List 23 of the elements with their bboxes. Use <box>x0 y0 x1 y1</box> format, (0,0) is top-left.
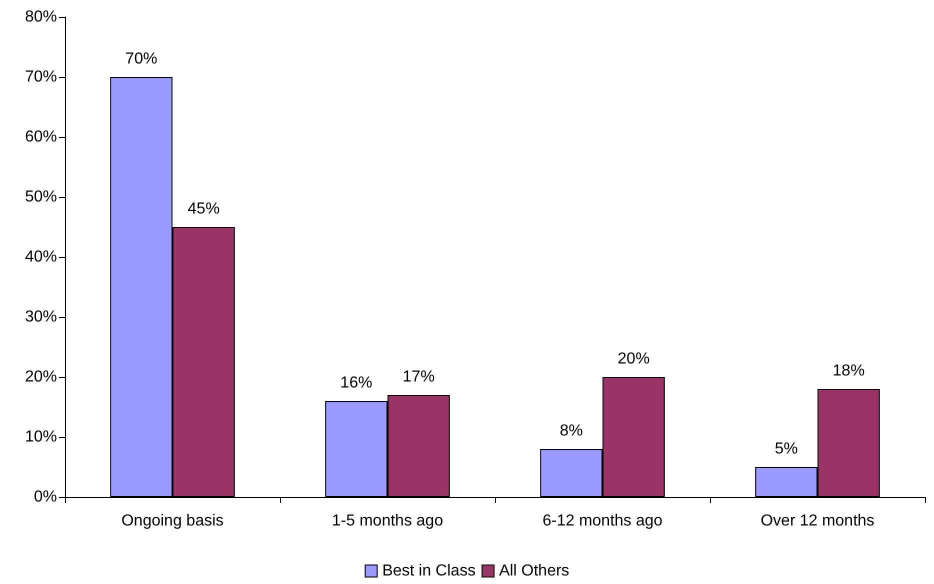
y-tick-label: 30% <box>24 308 57 326</box>
y-tick-label: 60% <box>24 128 57 146</box>
y-tick-label: 80% <box>24 8 57 26</box>
y-tick-label: 50% <box>24 188 57 206</box>
legend-label: All Others <box>499 562 570 580</box>
y-tick-label: 20% <box>24 368 57 386</box>
data-label: 17% <box>402 368 435 386</box>
y-tick-label: 40% <box>24 248 57 266</box>
data-label: 70% <box>125 50 158 68</box>
x-tick-label: Over 12 months <box>760 512 874 530</box>
legend-label: Best in Class <box>382 562 476 580</box>
y-tick-label: 0% <box>34 488 57 506</box>
x-tick-label: Ongoing basis <box>121 512 224 530</box>
x-tick-label: 1-5 months ago <box>332 512 444 530</box>
data-label: 45% <box>188 200 220 218</box>
y-tick-label: 10% <box>24 428 57 446</box>
data-label: 8% <box>560 422 583 440</box>
y-tick-label: 70% <box>24 68 57 86</box>
data-label: 18% <box>832 362 865 380</box>
x-tick-label: 6-12 months ago <box>542 512 663 530</box>
data-label: 20% <box>618 350 650 368</box>
data-label: 16% <box>340 374 372 392</box>
data-label: 5% <box>774 440 798 458</box>
